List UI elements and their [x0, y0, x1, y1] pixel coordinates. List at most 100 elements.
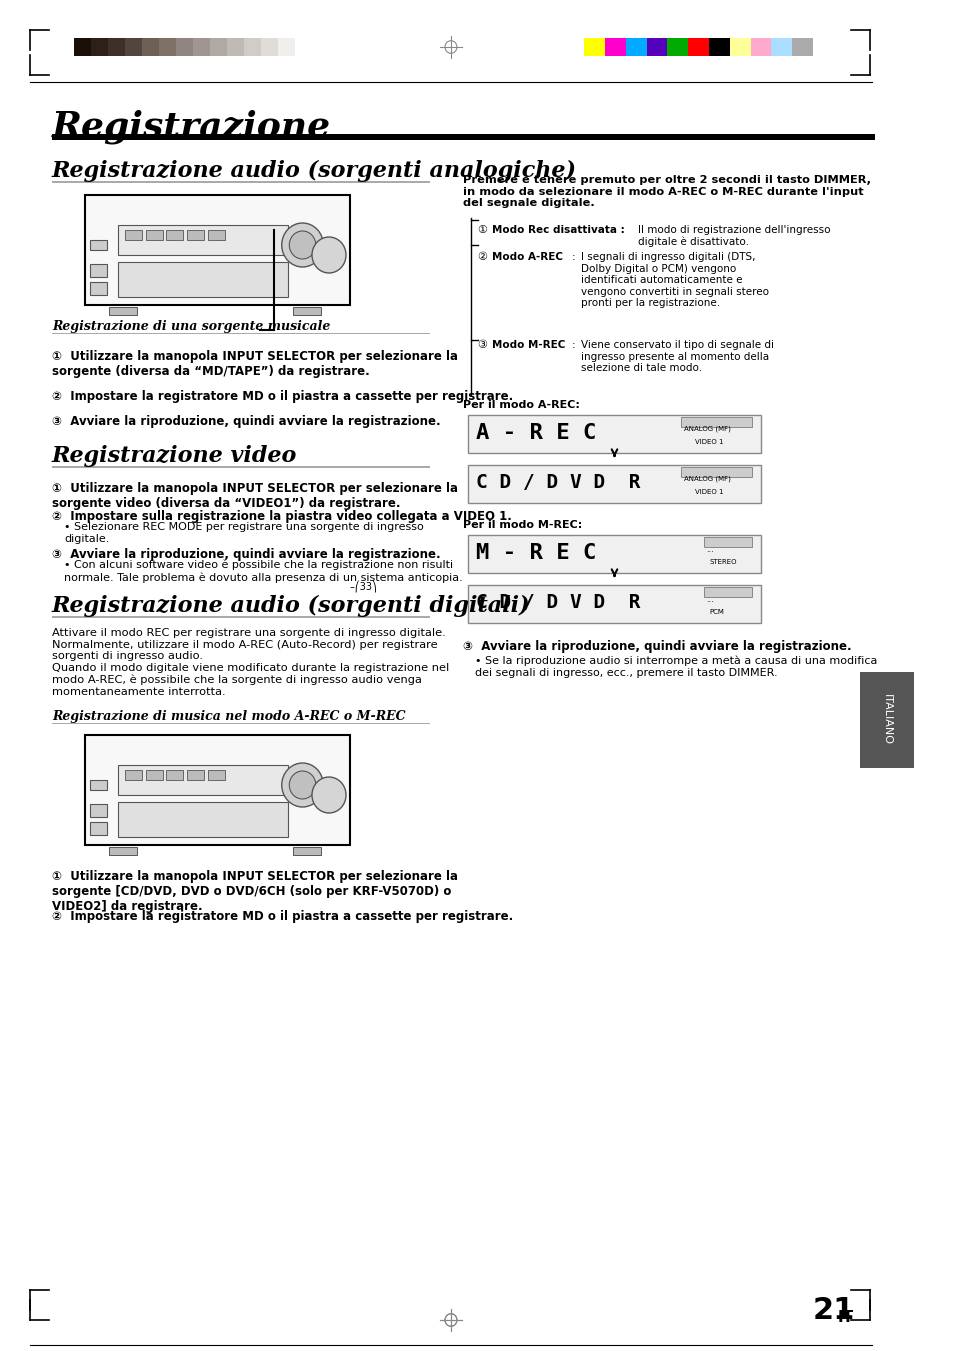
Bar [646, 38, 667, 55]
Text: Il modo di registrazione dell'ingresso
digitale è disattivato.: Il modo di registrazione dell'ingresso d… [638, 226, 830, 247]
Text: ②  Impostare la registratore MD o il piastra a cassette per registrare.: ② Impostare la registratore MD o il pias… [52, 390, 513, 403]
Text: ③: ③ [476, 340, 487, 350]
Text: VIDEO 1: VIDEO 1 [694, 439, 722, 444]
Text: ANALOG (MF): ANALOG (MF) [682, 426, 730, 431]
Bar [52, 332, 430, 334]
Text: A - R E C: A - R E C [475, 423, 596, 443]
Text: Modo A-REC: Modo A-REC [491, 253, 562, 262]
Text: Registrazione video: Registrazione video [52, 444, 297, 467]
Bar [261, 38, 277, 55]
Text: ...: ... [705, 594, 714, 604]
Text: 21: 21 [812, 1296, 855, 1325]
Text: Registrazione di una sorgente musicale: Registrazione di una sorgente musicale [52, 320, 330, 332]
Text: :: : [572, 340, 575, 350]
Bar [193, 38, 210, 55]
Text: ②  Impostare sulla registrazione la piastra video collegata a VIDEO 1.: ② Impostare sulla registrazione la piast… [52, 509, 512, 523]
Bar [118, 802, 288, 838]
Text: I segnali di ingresso digitali (DTS,
Dolby Digital o PCM) vengono
identificati a: I segnali di ingresso digitali (DTS, Dol… [580, 253, 769, 308]
Bar [468, 415, 760, 453]
Bar [125, 230, 142, 240]
Text: –⁠⎛33⎞: –⁠⎛33⎞ [350, 580, 376, 592]
Text: Per il modo M-REC:: Per il modo M-REC: [463, 520, 582, 530]
Bar [625, 38, 646, 55]
Text: • Con alcuni software video è possibile che la registrazione non risulti
normale: • Con alcuni software video è possibile … [64, 561, 462, 582]
Text: :: : [572, 253, 575, 262]
Text: Per il modo A-REC:: Per il modo A-REC: [463, 400, 579, 409]
Bar [687, 38, 708, 55]
Bar [118, 765, 288, 794]
Bar [108, 38, 125, 55]
Text: M - R E C: M - R E C [475, 543, 596, 563]
Bar [90, 263, 107, 277]
Bar [91, 38, 108, 55]
Bar [175, 38, 193, 55]
Bar [680, 417, 751, 427]
Text: PCM: PCM [708, 609, 723, 615]
Bar [703, 536, 751, 547]
Bar [680, 467, 751, 477]
Text: ③  Avviare la riproduzione, quindi avviare la registrazione.: ③ Avviare la riproduzione, quindi avviar… [52, 415, 440, 428]
Bar [52, 616, 430, 617]
Text: Attivare il modo REC per registrare una sorgente di ingresso digitale.
Normalmen: Attivare il modo REC per registrare una … [52, 628, 449, 697]
Bar [52, 466, 430, 467]
Bar [468, 585, 760, 623]
Circle shape [312, 777, 346, 813]
Bar [146, 230, 162, 240]
Text: ①  Utilizzare la manopola INPUT SELECTOR per selezionare la
sorgente [CD/DVD, DV: ① Utilizzare la manopola INPUT SELECTOR … [52, 870, 457, 913]
Bar [52, 723, 430, 724]
Bar [90, 780, 107, 790]
Bar [227, 38, 244, 55]
Bar [90, 804, 107, 817]
Bar [294, 38, 312, 55]
Bar [187, 770, 204, 780]
Bar [187, 230, 204, 240]
Text: ②  Impostare la registratore MD o il piastra a cassette per registrare.: ② Impostare la registratore MD o il pias… [52, 911, 513, 923]
Bar [771, 38, 791, 55]
Bar [210, 38, 227, 55]
Bar [604, 38, 625, 55]
Bar [750, 38, 771, 55]
Text: Registrazione audio (sorgenti digitali): Registrazione audio (sorgenti digitali) [52, 594, 530, 617]
Text: ANALOG (MF): ANALOG (MF) [682, 476, 730, 481]
Text: Registrazione di musica nel modo A-REC o M-REC: Registrazione di musica nel modo A-REC o… [52, 711, 405, 723]
Text: Registrazione: Registrazione [52, 109, 331, 145]
Text: Registrazione audio (sorgenti analogiche): Registrazione audio (sorgenti analogiche… [52, 159, 577, 182]
Text: STEREO: STEREO [708, 559, 736, 565]
Bar [142, 38, 158, 55]
Bar [729, 38, 750, 55]
Text: Modo Rec disattivata :: Modo Rec disattivata : [491, 226, 623, 235]
Bar [125, 38, 142, 55]
Bar [85, 735, 350, 844]
Bar [90, 240, 107, 250]
Bar [583, 38, 604, 55]
Bar [85, 195, 350, 305]
Circle shape [281, 223, 323, 267]
Bar [109, 847, 137, 855]
Bar [146, 770, 162, 780]
Text: ②: ② [476, 253, 487, 262]
Text: Viene conservato il tipo di segnale di
ingresso presente al momento della
selezi: Viene conservato il tipo di segnale di i… [580, 340, 774, 373]
Text: ①: ① [476, 226, 487, 235]
Bar [708, 38, 729, 55]
Bar [90, 821, 107, 835]
Bar [158, 38, 175, 55]
Bar [468, 465, 760, 503]
Circle shape [312, 236, 346, 273]
Bar [118, 226, 288, 255]
Text: Modo M-REC: Modo M-REC [491, 340, 564, 350]
Bar [667, 38, 687, 55]
Bar [166, 230, 183, 240]
Bar [277, 38, 294, 55]
Bar [293, 307, 321, 315]
Bar [52, 134, 874, 141]
Text: ①  Utilizzare la manopola INPUT SELECTOR per selezionare la
sorgente (diversa da: ① Utilizzare la manopola INPUT SELECTOR … [52, 350, 457, 378]
Bar [52, 181, 430, 182]
Bar [244, 38, 261, 55]
Bar [791, 38, 812, 55]
Text: ③  Avviare la riproduzione, quindi avviare la registrazione.: ③ Avviare la riproduzione, quindi avviar… [52, 549, 440, 561]
Text: ③  Avviare la riproduzione, quindi avviare la registrazione.: ③ Avviare la riproduzione, quindi avviar… [463, 640, 851, 653]
Text: ...: ... [705, 544, 714, 554]
Bar [208, 230, 225, 240]
Text: Premere e tenere premuto per oltre 2 secondi il tasto DIMMER,
in modo da selezio: Premere e tenere premuto per oltre 2 sec… [463, 176, 870, 208]
Text: C D / D V D  R: C D / D V D R [475, 593, 639, 612]
